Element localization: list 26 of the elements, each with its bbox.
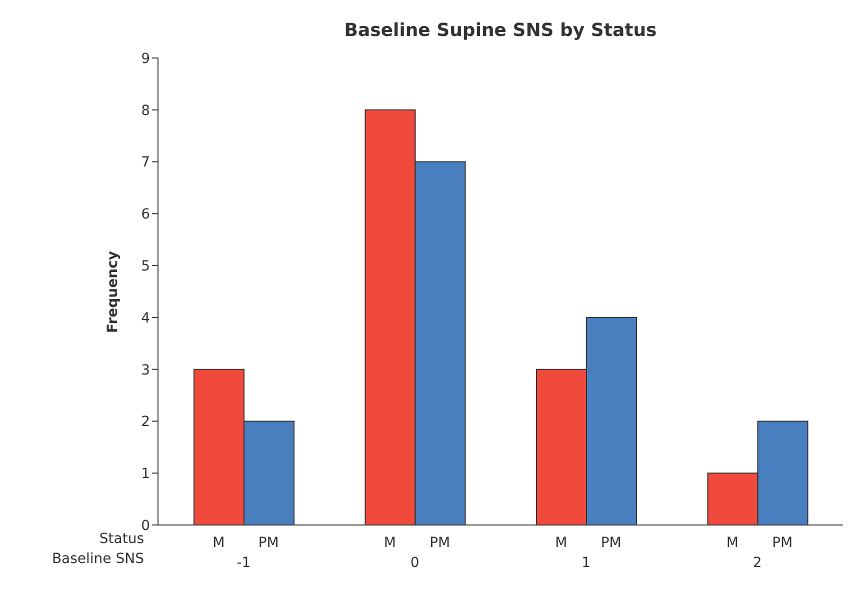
y-tick-label: 3 — [141, 362, 150, 378]
x-axis-title: Baseline SNS — [52, 550, 144, 569]
text: PM — [430, 535, 450, 551]
y-tick-label: 4 — [141, 310, 150, 326]
x-tick-label: -1 — [236, 555, 251, 571]
series-label: M — [212, 535, 225, 551]
y-tick-label: 6 — [141, 206, 150, 223]
x-tick-label: 0 — [410, 555, 420, 571]
text: PM — [772, 535, 793, 551]
y-tick-label: 9 — [141, 50, 150, 67]
y-tick-label: 1 — [141, 466, 150, 482]
y-tick-label: 8 — [141, 102, 150, 119]
series-label: PM — [258, 535, 279, 551]
y-axis-title: Frequency — [105, 250, 121, 332]
y-tick-label: 5 — [141, 258, 150, 275]
chart-title: Baseline Supine SNS by Status — [343, 20, 658, 41]
y-tick-label: 2 — [141, 414, 150, 430]
y-tick-label: 0 — [141, 518, 150, 534]
y-tick-label: 7 — [141, 154, 150, 171]
text: M — [555, 535, 568, 551]
legend-title: Status — [98, 530, 144, 549]
x-tick-label: 1 — [582, 555, 591, 571]
text: M — [384, 535, 396, 551]
text: M — [726, 535, 738, 551]
x-tick-label: 2 — [752, 555, 762, 571]
text: PM — [600, 535, 622, 551]
